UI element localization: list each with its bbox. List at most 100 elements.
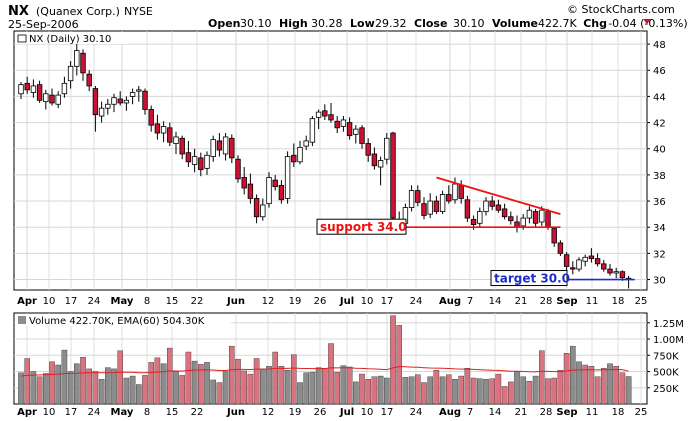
candle — [501, 203, 508, 220]
candle-body-down — [458, 184, 464, 199]
candlestick-series — [18, 44, 632, 289]
volume-bar — [322, 368, 328, 405]
volume-bar — [408, 376, 415, 405]
candle — [67, 61, 74, 89]
candle — [340, 116, 347, 132]
trend-line — [436, 176, 561, 215]
price-tick-label: 44 — [653, 92, 666, 103]
candle-body-up — [18, 84, 24, 95]
candle-body-down — [619, 271, 626, 279]
chart-date: 25-Sep-2006 — [8, 18, 79, 31]
volume-bar — [557, 370, 564, 405]
candle-body-down — [508, 216, 514, 222]
candle-body-down — [607, 268, 613, 274]
candle — [315, 109, 322, 130]
candle-body-down — [291, 154, 297, 163]
candle-body-up — [136, 89, 142, 92]
candle — [309, 116, 316, 147]
x-tick-label: 24 — [410, 296, 423, 307]
volume-legend: Volume 422.70K, EMA(60) 504.30K — [29, 316, 205, 327]
x-tick-label: 26 — [314, 296, 327, 307]
candle — [390, 131, 396, 225]
x-tick-label: 22 — [191, 407, 204, 418]
candle — [297, 140, 303, 165]
candle-body-up — [222, 136, 229, 155]
volume-bar — [210, 379, 217, 405]
candle — [167, 122, 173, 147]
stat-value-chg: -0.04 (-0.13%) — [608, 17, 687, 30]
candle — [433, 195, 440, 215]
volume-bar — [625, 376, 632, 405]
candle — [235, 155, 241, 183]
volume-bar — [439, 376, 446, 405]
candle — [594, 253, 601, 267]
volume-bar — [315, 367, 322, 405]
candle — [173, 131, 179, 154]
candle — [204, 151, 210, 175]
candle-body-up — [315, 111, 322, 118]
x-tick-label: Sep — [556, 407, 577, 418]
candle-body-down — [278, 184, 285, 201]
candle-body-up — [297, 147, 303, 163]
candle-body-down — [489, 200, 495, 207]
volume-bar — [501, 386, 508, 405]
candle-body-up — [260, 204, 266, 218]
volume-bar — [18, 372, 24, 405]
candle — [136, 85, 142, 102]
candle-body-up — [129, 92, 136, 97]
volume-bar — [235, 358, 241, 405]
candle — [551, 227, 557, 247]
volume-bar — [92, 371, 99, 405]
candle — [229, 134, 235, 164]
ema60-line — [20, 365, 629, 377]
candle — [570, 261, 576, 275]
candle — [272, 174, 278, 191]
candle — [98, 101, 105, 123]
candle-body-up — [105, 103, 111, 109]
volume-bar — [204, 362, 210, 405]
candle — [253, 194, 260, 224]
volume-bar — [24, 358, 31, 405]
volume-bar — [415, 374, 421, 405]
x-tick-label: 15 — [166, 407, 179, 418]
volume-bar — [197, 364, 204, 405]
candle — [148, 105, 154, 132]
x-tick-label: May — [111, 296, 134, 307]
volume-bar — [123, 377, 130, 405]
candle-body-up — [173, 136, 179, 144]
x-tick-label: 24 — [88, 407, 101, 418]
volume-bar — [55, 364, 61, 405]
candle-body-up — [408, 190, 415, 208]
candle-body-down — [185, 152, 192, 163]
candle — [588, 248, 595, 263]
volume-bar — [371, 376, 378, 405]
x-tick-label: 19 — [289, 296, 302, 307]
candle — [346, 117, 353, 140]
candle-body-up — [303, 140, 309, 147]
candle — [210, 135, 216, 162]
candle-body-down — [433, 200, 440, 212]
candle — [532, 208, 539, 228]
exchange-name: NYSE — [124, 5, 153, 18]
candle-body-up — [61, 82, 68, 95]
candle — [334, 116, 340, 134]
volume-bar — [601, 368, 607, 405]
volume-tick-label: 500K — [653, 368, 679, 379]
volume-bar — [73, 363, 80, 405]
volume-bar — [135, 384, 142, 405]
candle — [105, 99, 111, 115]
candle — [55, 91, 61, 109]
volume-bar — [216, 382, 223, 405]
volume-bar — [353, 381, 359, 405]
x-tick-label: 12 — [262, 296, 275, 307]
candle — [477, 207, 483, 228]
stat-label-open: Open — [208, 17, 241, 30]
candle-body-down — [198, 157, 204, 171]
price-tick-label: 46 — [653, 66, 666, 77]
volume-tick-label: 1.25M — [653, 319, 684, 330]
candle-body-up — [111, 97, 117, 105]
candle — [18, 82, 24, 100]
candle — [92, 85, 99, 132]
stat-value-volume: 422.7K — [538, 17, 577, 30]
